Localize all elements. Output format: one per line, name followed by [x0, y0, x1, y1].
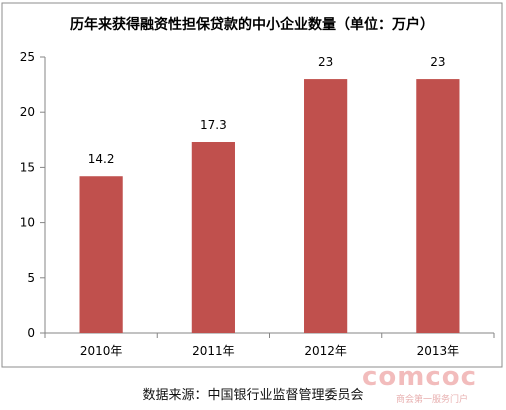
watermark-logo-text: comcoc: [362, 362, 478, 392]
y-tick-label: 15: [20, 160, 35, 174]
data-label: 17.3: [200, 118, 227, 132]
x-axis: 2010年 2011年 2012年 2013年: [44, 332, 495, 358]
bar: [304, 79, 348, 333]
y-tick-label: 0: [27, 326, 35, 340]
x-tick-label: 2010年: [80, 344, 123, 358]
x-tick-label: 2011年: [192, 344, 235, 358]
x-tick-label: 2012年: [304, 344, 347, 358]
bar: [79, 176, 123, 333]
data-label: 23: [318, 55, 333, 69]
x-tick-label: 2013年: [417, 344, 460, 358]
data-label: 23: [430, 55, 445, 69]
chart-title: 历年来获得融资性担保贷款的中小企业数量（单位：万户）: [70, 16, 434, 33]
bar-series: [79, 79, 460, 333]
data-label: 14.2: [88, 152, 115, 166]
watermark-tagline: 商会第一服务门户: [396, 395, 469, 405]
y-axis: 0 5 10 15 20 25: [20, 50, 46, 340]
y-tick-label: 10: [20, 216, 35, 230]
source-note: 数据来源：中国银行业监督管理委员会: [142, 388, 364, 403]
y-tick-label: 25: [20, 50, 35, 64]
y-tick-label: 20: [20, 105, 35, 119]
bar: [191, 142, 235, 333]
bar: [416, 79, 460, 333]
data-labels: 14.2 17.3 23 23: [88, 55, 446, 166]
y-tick-label: 5: [27, 271, 35, 285]
watermark-logo: comcoc 商会第一服务门户: [362, 362, 502, 406]
